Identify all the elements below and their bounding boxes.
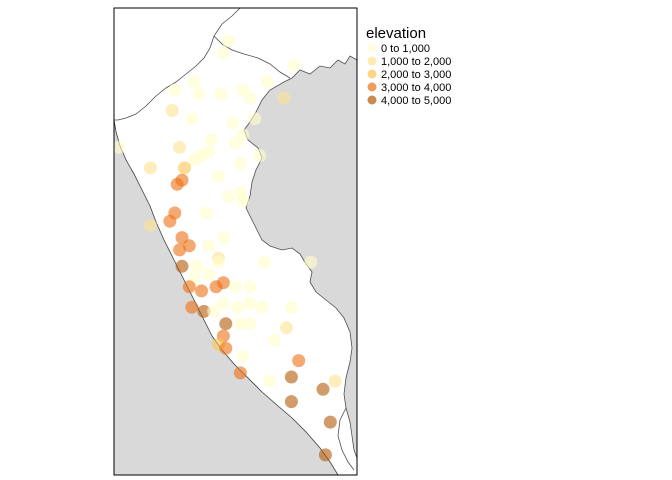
elevation-point-27 bbox=[212, 169, 225, 183]
elevation-point-13 bbox=[248, 112, 262, 126]
elevation-point-14 bbox=[226, 116, 240, 130]
legend-swatch-3 bbox=[367, 82, 377, 92]
points-layer bbox=[114, 34, 342, 462]
elevation-point-10 bbox=[277, 91, 291, 105]
legend-title: elevation bbox=[366, 25, 426, 42]
elevation-point-68 bbox=[267, 333, 281, 347]
legend-label-1: 1,000 to 2,000 bbox=[381, 56, 451, 68]
elevation-point-32 bbox=[236, 194, 250, 208]
elevation-point-75 bbox=[284, 370, 298, 384]
elevation-point-3 bbox=[187, 75, 201, 89]
elevation-point-16 bbox=[204, 132, 218, 146]
elevation-point-41 bbox=[202, 239, 216, 253]
elevation-point-81 bbox=[318, 448, 332, 462]
legend-label-0: 0 to 1,000 bbox=[381, 43, 430, 55]
elevation-point-80 bbox=[323, 415, 337, 429]
elevation-point-23 bbox=[253, 149, 267, 163]
legend-label-3: 3,000 to 4,000 bbox=[381, 82, 451, 94]
elevation-point-19 bbox=[173, 140, 187, 154]
elevation-point-71 bbox=[219, 341, 233, 355]
elevation-point-35 bbox=[143, 218, 157, 232]
legend-swatch-2 bbox=[367, 69, 377, 79]
elevation-point-62 bbox=[255, 300, 269, 314]
elevation-point-9 bbox=[243, 91, 257, 105]
elevation-point-45 bbox=[212, 255, 225, 269]
elevation-point-8 bbox=[260, 75, 274, 89]
elevation-point-5 bbox=[192, 87, 206, 101]
elevation-point-43 bbox=[175, 259, 189, 273]
elevation-point-36 bbox=[163, 214, 177, 228]
elevation-point-65 bbox=[233, 317, 247, 331]
elevation-point-2 bbox=[287, 58, 301, 72]
elevation-point-59 bbox=[197, 304, 211, 318]
elevation-point-76 bbox=[263, 374, 276, 388]
elevation-point-4 bbox=[168, 83, 182, 97]
elevation-point-46 bbox=[190, 259, 204, 273]
map-frame bbox=[113, 7, 358, 476]
elevation-point-77 bbox=[328, 374, 342, 388]
elevation-point-50 bbox=[182, 280, 196, 294]
elevation-point-40 bbox=[173, 243, 187, 257]
elevation-point-24 bbox=[143, 161, 157, 175]
elevation-point-56 bbox=[243, 296, 257, 310]
elevation-point-57 bbox=[216, 296, 230, 310]
elevation-point-64 bbox=[219, 317, 233, 331]
elevation-point-54 bbox=[229, 280, 242, 294]
elevation-point-47 bbox=[304, 255, 318, 269]
elevation-point-60 bbox=[207, 304, 221, 318]
elevation-point-0 bbox=[221, 34, 235, 48]
elevation-point-26 bbox=[233, 157, 247, 171]
legend-label-4: 4,000 to 5,000 bbox=[381, 95, 451, 107]
elevation-point-51 bbox=[195, 284, 208, 298]
legend-swatch-0 bbox=[367, 43, 377, 53]
elevation-point-53 bbox=[216, 276, 230, 290]
elevation-point-74 bbox=[233, 366, 247, 380]
legend-swatch-1 bbox=[367, 56, 377, 66]
elevation-point-11 bbox=[165, 104, 179, 117]
elevation-point-73 bbox=[292, 354, 306, 368]
elevation-point-79 bbox=[284, 395, 298, 409]
elevation-point-25 bbox=[178, 161, 191, 175]
legend-label-2: 2,000 to 3,000 bbox=[381, 69, 451, 81]
elevation-point-29 bbox=[170, 177, 184, 191]
outside-west bbox=[114, 119, 339, 475]
map-panel bbox=[114, 8, 357, 475]
elevation-point-61 bbox=[231, 300, 245, 314]
elevation-point-12 bbox=[185, 112, 199, 126]
elevation-point-78 bbox=[316, 382, 330, 396]
elevation-point-17 bbox=[229, 136, 242, 150]
legend-swatch-4 bbox=[367, 95, 377, 105]
elevation-point-1 bbox=[216, 46, 230, 60]
elevation-point-37 bbox=[216, 231, 230, 245]
elevation-point-67 bbox=[280, 321, 293, 335]
elevation-point-18 bbox=[114, 140, 126, 154]
elevation-point-72 bbox=[236, 350, 250, 363]
elevation-point-44 bbox=[258, 255, 272, 269]
northern-region bbox=[114, 8, 241, 121]
elevation-point-22 bbox=[187, 153, 201, 167]
elevation-point-66 bbox=[243, 317, 257, 331]
elevation-point-55 bbox=[243, 280, 257, 294]
elevation-point-39 bbox=[182, 239, 196, 253]
border-line-south bbox=[337, 407, 355, 471]
elevation-point-48 bbox=[202, 268, 216, 281]
elevation-point-63 bbox=[284, 300, 298, 314]
elevation-point-31 bbox=[221, 190, 235, 204]
elevation-point-33 bbox=[199, 206, 213, 220]
elevation-point-58 bbox=[185, 300, 199, 314]
elevation-point-6 bbox=[214, 87, 228, 101]
